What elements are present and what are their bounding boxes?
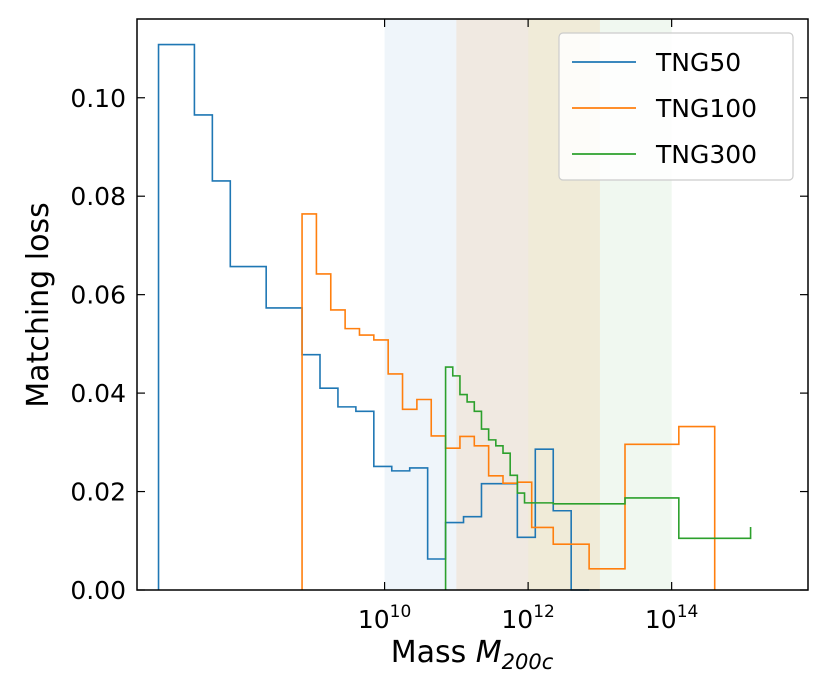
histogram-step-tng300 (444, 366, 752, 590)
legend-item-tng300[interactable]: TNG300 (572, 140, 757, 169)
series-tng100 (301, 213, 716, 590)
x-axis-ticks: 1010 1012 1014 (358, 19, 698, 634)
x-axis-label-symbol: M (476, 635, 502, 670)
legend-label: TNG300 (655, 140, 757, 169)
y-axis-ticks: 0.00 0.02 0.04 0.06 0.08 0.10 (70, 84, 808, 605)
y-tick-label: 0.06 (70, 281, 126, 310)
x-tick-exponent: 14 (677, 602, 699, 622)
y-tick-label: 0.00 (70, 576, 126, 605)
y-tick-label: 0.08 (70, 182, 126, 211)
legend-box (558, 32, 794, 181)
x-tick-exponent: 10 (390, 602, 412, 622)
legend-label: TNG50 (655, 48, 741, 77)
legend[interactable]: TNG50 TNG100 TNG300 (558, 32, 794, 181)
histogram-series (157, 43, 752, 591)
legend-item-tng50[interactable]: TNG50 (572, 48, 741, 77)
x-axis-label-subscript: 200c (502, 650, 554, 674)
x-axis-label-text: Mass (391, 635, 476, 670)
x-axis-label: Mass M200c (391, 635, 554, 674)
x-tick-base: 10 (645, 605, 677, 634)
x-tick-label: 1010 (358, 602, 411, 634)
y-tick-label: 0.04 (70, 379, 126, 408)
y-tick-label: 0.10 (70, 84, 126, 113)
shaded-range-0 (384, 19, 529, 590)
x-tick-label: 1014 (645, 602, 698, 634)
histogram-step-tng50 (157, 43, 590, 591)
legend-label: TNG100 (655, 94, 757, 123)
x-tick-base: 10 (358, 605, 390, 634)
plot-frame (136, 18, 809, 591)
y-tick-label: 0.02 (70, 478, 126, 507)
series-tng300 (444, 366, 752, 590)
y-axis-label: Matching loss (21, 202, 56, 407)
x-tick-exponent: 12 (533, 602, 555, 622)
legend-item-tng100[interactable]: TNG100 (572, 94, 757, 123)
series-tng50 (157, 43, 590, 591)
x-tick-base: 10 (501, 605, 533, 634)
histogram-step-tng100 (301, 213, 716, 590)
x-tick-label: 1012 (501, 602, 554, 634)
